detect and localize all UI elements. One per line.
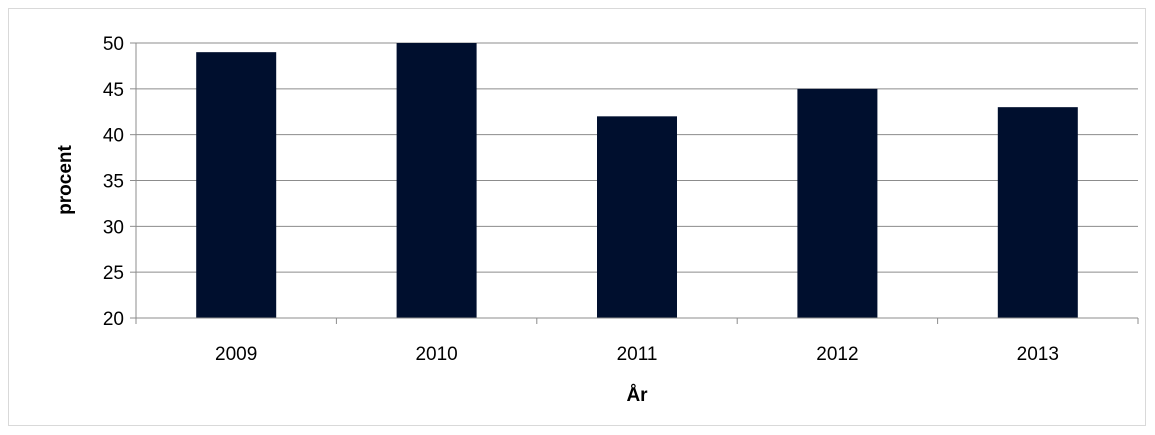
y-tick-label: 45 [103,80,124,101]
y-tick-label: 35 [103,172,124,193]
gridlines [136,42,1138,273]
bar-2013 [997,107,1078,319]
y-tick-label: 30 [103,217,124,238]
bars [196,43,1078,319]
bar-2011 [597,116,677,318]
x-tick-label: 2013 [1017,344,1059,365]
x-tick-label: 2011 [617,344,658,365]
x-tick-label: 2010 [415,344,457,365]
x-tick-label: 2012 [816,344,858,365]
y-tick-label: 25 [103,263,124,284]
y-axis-title: procent [55,144,76,214]
x-axis-title: År [626,385,648,406]
bar-2012 [797,88,878,318]
bar-2010 [396,43,477,318]
y-tick-label: 40 [103,126,124,147]
axes [130,42,1139,324]
y-tick-label: 20 [103,309,124,330]
tick-labels: 20 25 30 35 40 45 50 2009 2010 2011 2012 2013 [103,34,1059,365]
bar-2009 [196,52,277,319]
y-tick-label: 50 [103,34,124,55]
x-tick-label: 2009 [215,344,257,365]
